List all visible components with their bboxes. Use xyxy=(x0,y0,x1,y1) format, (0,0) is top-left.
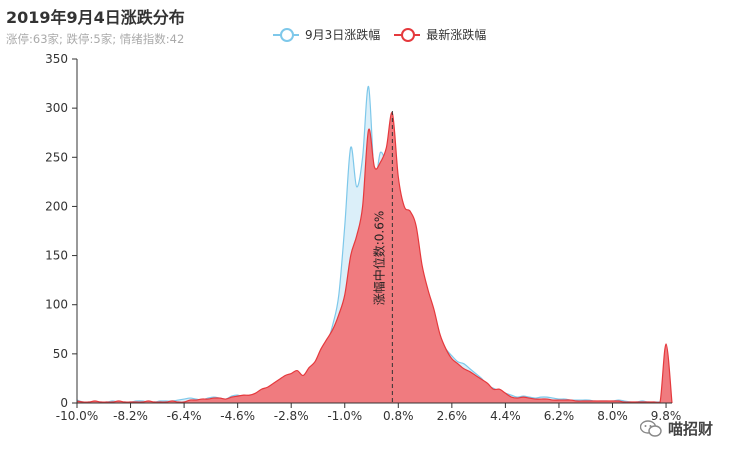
wechat-icon xyxy=(640,419,662,437)
series-line-curr xyxy=(76,112,673,404)
x-tick-label: -8.2% xyxy=(113,409,148,423)
x-tick-label: 8.0% xyxy=(597,409,628,423)
legend-item-curr[interactable]: 最新涨跌幅 xyxy=(394,26,486,43)
x-tick-label: -6.4% xyxy=(167,409,202,423)
y-tick-label: 200 xyxy=(45,199,68,213)
x-tick-label: 6.2% xyxy=(544,409,575,423)
x-tick-label: 9.8% xyxy=(651,409,682,423)
x-tick-label: -4.6% xyxy=(220,409,255,423)
legend-curr-label: 最新涨跌幅 xyxy=(426,27,487,42)
y-tick-label: 250 xyxy=(45,150,68,164)
y-tick-label: 350 xyxy=(45,52,68,66)
x-tick-label: 0.8% xyxy=(383,409,414,423)
median-label: 涨幅中位数:0.6% xyxy=(371,211,386,306)
watermark: 喵招财 xyxy=(640,418,713,439)
legend-curr-icon xyxy=(394,27,421,42)
legend-item-prev[interactable]: 9月3日涨跌幅 xyxy=(273,26,380,43)
x-tick-label: -10.0% xyxy=(56,409,98,423)
chart-title: 2019年9月4日涨跌分布 xyxy=(6,8,185,27)
watermark-text: 喵招财 xyxy=(668,420,714,438)
x-tick-label: 2.6% xyxy=(437,409,468,423)
y-tick-label: 0 xyxy=(60,396,68,410)
legend-prev-icon xyxy=(273,27,299,42)
y-tick-label: 150 xyxy=(45,249,68,263)
legend-prev-label: 9月3日涨跌幅 xyxy=(305,27,381,42)
x-tick-label: -1.0% xyxy=(327,409,362,423)
series-area-curr xyxy=(77,112,672,404)
x-tick-label: -2.8% xyxy=(274,409,309,423)
x-tick-label: 4.4% xyxy=(490,409,521,423)
y-tick-label: 100 xyxy=(45,298,68,312)
y-tick-label: 300 xyxy=(45,101,68,115)
y-tick-label: 50 xyxy=(53,347,68,361)
chart-subtitle: 涨停:63家; 跌停:5家; 情绪指数:42 xyxy=(6,32,185,46)
legend: 9月3日涨跌幅 最新涨跌幅 xyxy=(273,25,486,43)
